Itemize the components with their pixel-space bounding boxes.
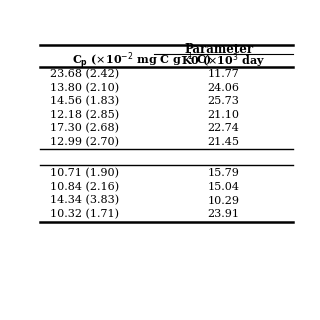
Text: 25.73: 25.73 [208, 96, 239, 106]
Text: 14.56 (1.83): 14.56 (1.83) [50, 96, 119, 106]
Text: C$_\mathbf{p}$ ($\times$10$^{-2}$ mg C g$^{-1}$ C): C$_\mathbf{p}$ ($\times$10$^{-2}$ mg C g… [72, 50, 212, 71]
Text: 10.29: 10.29 [208, 196, 239, 205]
Text: K0 ($\times$10$^3$ day: K0 ($\times$10$^3$ day [181, 51, 266, 70]
Text: 23.68 (2.42): 23.68 (2.42) [50, 69, 119, 79]
Text: 10.32 (1.71): 10.32 (1.71) [50, 209, 119, 219]
Text: 12.99 (2.70): 12.99 (2.70) [50, 137, 119, 147]
Text: 13.80 (2.10): 13.80 (2.10) [50, 83, 119, 93]
Text: 15.04: 15.04 [208, 182, 239, 192]
Text: 23.91: 23.91 [208, 209, 239, 219]
Text: 10.71 (1.90): 10.71 (1.90) [50, 168, 119, 179]
Text: 21.10: 21.10 [208, 110, 239, 120]
Text: Parameter: Parameter [184, 43, 253, 56]
Text: 17.30 (2.68): 17.30 (2.68) [50, 123, 119, 133]
Text: 15.79: 15.79 [208, 169, 239, 179]
Text: 12.18 (2.85): 12.18 (2.85) [50, 110, 119, 120]
Text: 22.74: 22.74 [208, 123, 239, 133]
Text: 14.34 (3.83): 14.34 (3.83) [50, 196, 119, 206]
Text: 10.84 (2.16): 10.84 (2.16) [50, 182, 119, 192]
Text: 11.77: 11.77 [208, 69, 239, 79]
Text: 24.06: 24.06 [208, 83, 239, 93]
Text: 21.45: 21.45 [208, 137, 239, 147]
